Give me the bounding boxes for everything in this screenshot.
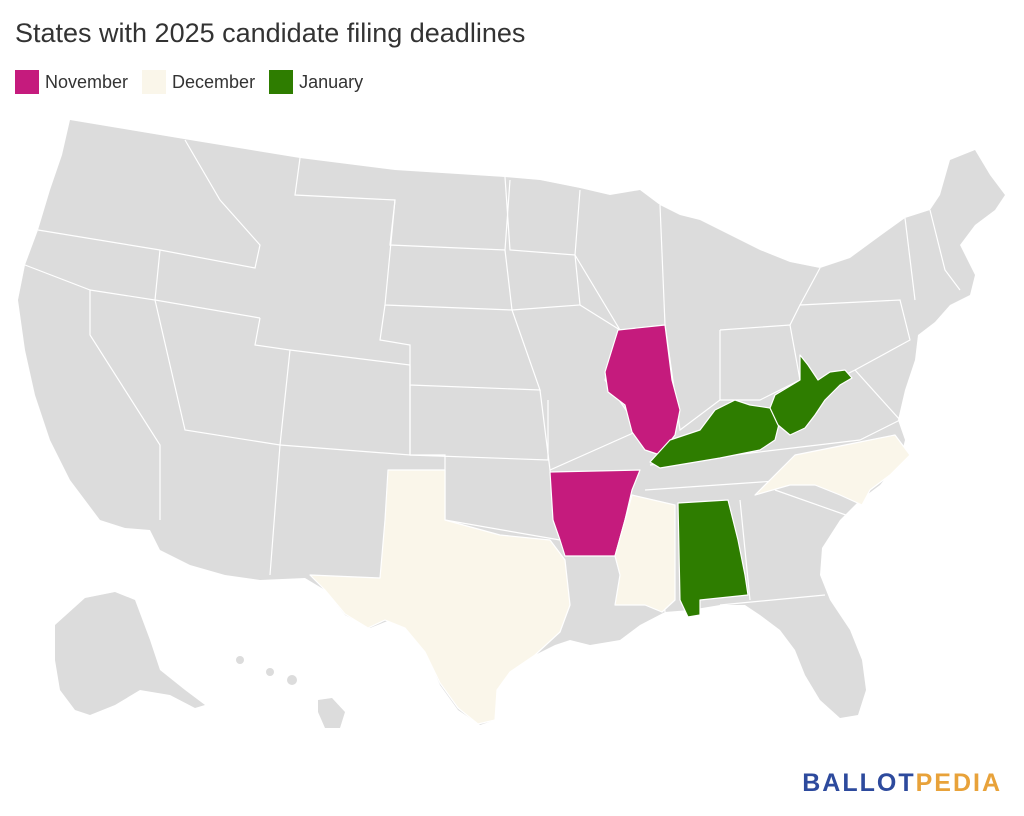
state-west-virginia	[769, 354, 853, 436]
legend-swatch-december	[142, 70, 167, 94]
us-silhouette	[18, 120, 1005, 725]
legend: November December January	[15, 70, 377, 94]
legend-item-december: December	[142, 70, 255, 94]
us-map	[18, 120, 1005, 728]
state-north-carolina	[754, 434, 911, 506]
state-illinois	[604, 324, 681, 456]
legend-label-november: November	[45, 71, 129, 92]
state-mississippi	[614, 494, 676, 613]
legend-item-january: January	[269, 70, 363, 94]
logo-part-pedia: PEDIA	[915, 769, 1002, 797]
state-texas	[309, 469, 571, 725]
logo-part-ballot: BALLOT	[802, 769, 916, 797]
hawaii	[236, 656, 345, 728]
state-alabama	[677, 499, 749, 618]
legend-label-december: December	[172, 71, 256, 92]
alaska	[55, 592, 205, 715]
legend-swatch-november	[15, 70, 39, 94]
legend-label-january: January	[299, 71, 364, 92]
legend-item-november: November	[15, 70, 128, 94]
chart-title: States with 2025 candidate filing deadli…	[15, 18, 526, 48]
legend-swatch-january	[269, 70, 294, 94]
ballotpedia-logo: BALLOTPEDIA	[802, 769, 1002, 798]
